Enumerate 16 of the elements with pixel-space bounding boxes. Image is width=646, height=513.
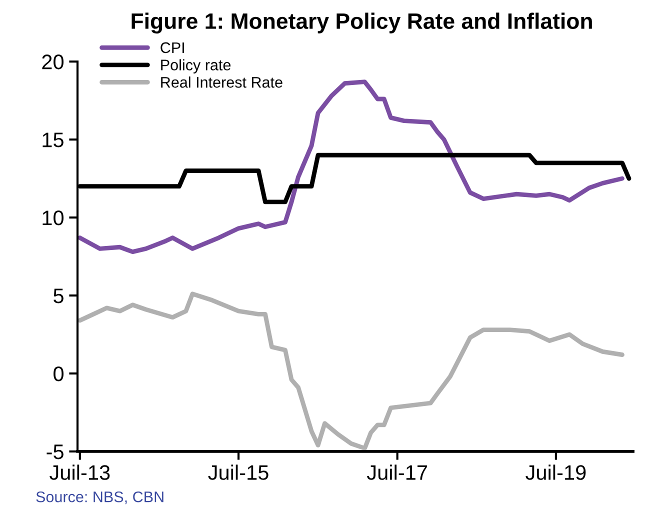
legend-label: CPI — [160, 42, 184, 54]
y-tick-label: 10 — [42, 210, 64, 226]
x-tick-label: Juil-19 — [526, 464, 586, 480]
legend-label: Real Interest Rate — [161, 76, 282, 88]
legend-label: Policy rate — [161, 59, 231, 74]
line-series — [78, 292, 624, 451]
x-tick-label: Juil-15 — [208, 464, 268, 480]
y-tick-label: 5 — [54, 288, 64, 304]
chart-title: Figure 1: Monetary Policy Rate and Inflation — [132, 12, 592, 34]
y-tick-label: 20 — [42, 54, 64, 70]
y-tick-label: -5 — [46, 444, 64, 460]
y-tick-label: 0 — [54, 366, 64, 382]
x-tick-label: Juil-13 — [50, 464, 110, 480]
source-note: Source: NBS, CBN — [36, 491, 164, 504]
y-tick-label: 15 — [42, 132, 64, 148]
x-tick-label: Juil-17 — [366, 464, 427, 480]
